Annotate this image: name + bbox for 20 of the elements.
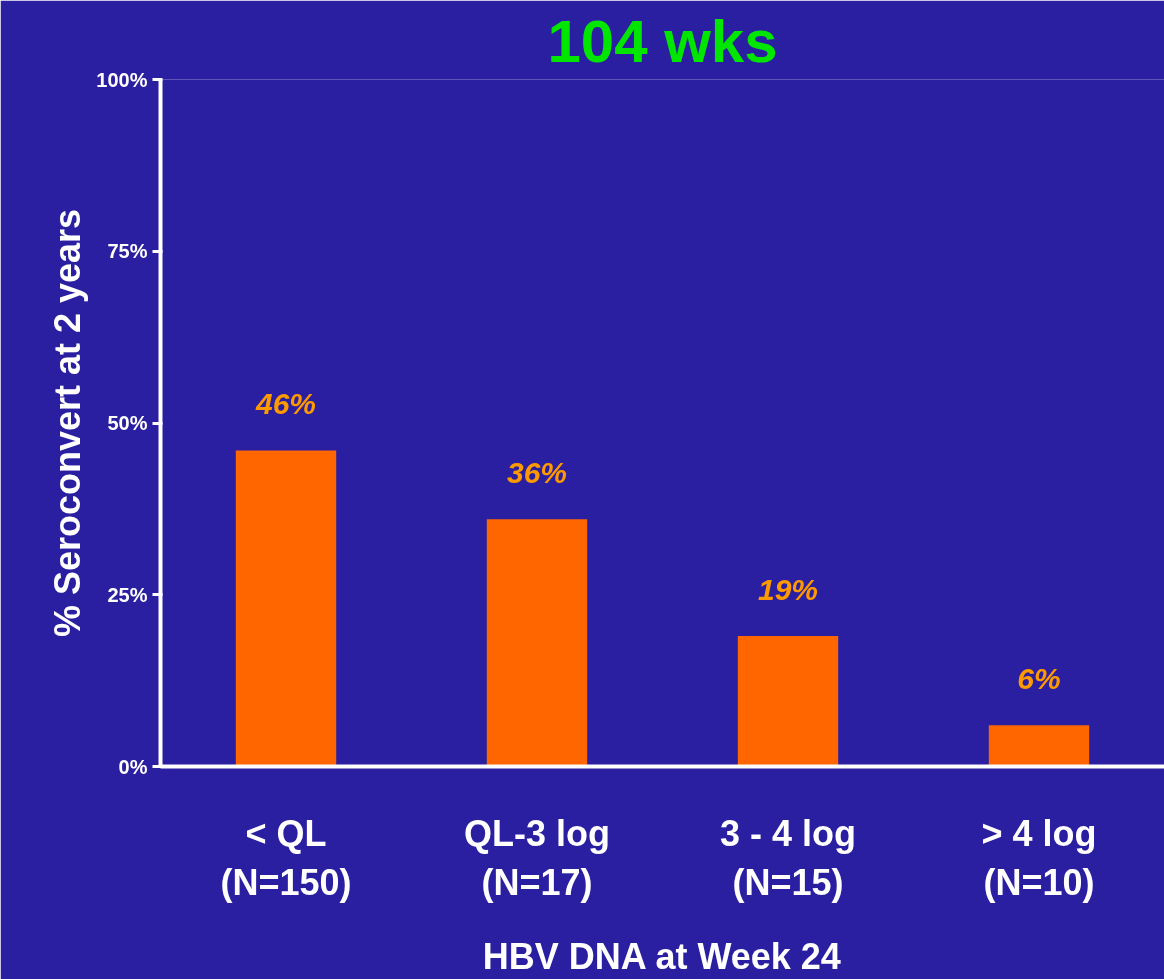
y-axis-title: % Seroconvert at 2 years <box>47 208 89 638</box>
bar <box>486 519 588 767</box>
x-tick-label: 3 - 4 log (N=15) <box>719 812 857 903</box>
bar <box>235 450 337 767</box>
x-tick-label: QL-3 log (N=17) <box>464 812 611 903</box>
data-label: 36% <box>506 456 568 490</box>
y-tick-label: 25% <box>107 583 148 606</box>
y-tick-label: 0% <box>118 755 148 778</box>
data-label: 6% <box>1017 662 1061 696</box>
data-label: 19% <box>757 572 819 606</box>
y-tick-label: 75% <box>107 240 148 263</box>
y-tick-label: 50% <box>107 412 148 434</box>
data-label: 46% <box>254 387 317 421</box>
x-axis-title: HBV DNA at Week 24 <box>482 935 841 977</box>
x-tick-label: > 4 log (N=10) <box>981 812 1097 903</box>
bar <box>737 635 839 767</box>
bar <box>988 725 1090 767</box>
chart-title: 104 wks <box>547 7 778 75</box>
x-tick-label: < QL (N=150) <box>220 812 352 903</box>
y-tick-label: 100% <box>96 68 148 91</box>
